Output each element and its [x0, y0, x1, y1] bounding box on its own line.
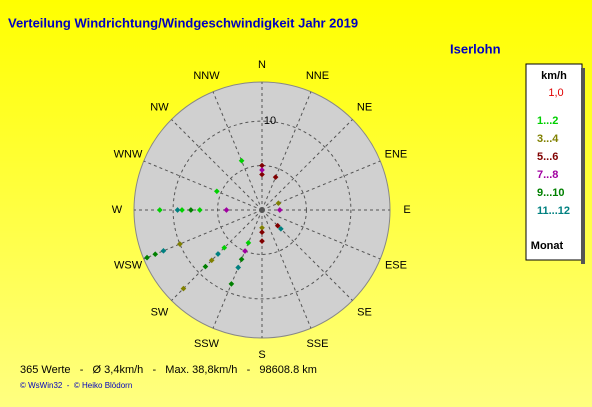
direction-label: N: [258, 59, 266, 71]
legend-shadow: [581, 68, 585, 264]
data-point: [215, 251, 221, 257]
data-point: [259, 224, 265, 231]
data-point: [274, 222, 281, 229]
data-point: [144, 254, 150, 261]
direction-label: NE: [357, 101, 372, 113]
data-point: [180, 285, 187, 292]
direction-label: ESE: [385, 259, 407, 271]
direction-label: WNW: [114, 148, 143, 160]
data-point: [179, 207, 185, 213]
legend-label: 9...10: [537, 187, 565, 199]
location: Iserlohn: [450, 41, 501, 56]
data-point: [278, 226, 284, 232]
footer: 365 Werte - Ø 3,4km/h - Max. 38,8km/h - …: [20, 364, 317, 376]
direction-label: W: [112, 204, 123, 216]
data-point: [242, 248, 248, 254]
direction-label: SE: [357, 306, 372, 318]
data-point: [152, 251, 159, 258]
data-point: [259, 229, 265, 236]
data-point: [259, 171, 265, 178]
direction-label: ENE: [385, 148, 408, 160]
credits: © WsWin32 - © Heiko Blödorn: [20, 381, 132, 390]
data-point: [196, 207, 203, 213]
data-point: [245, 240, 252, 246]
direction-label: NNW: [193, 70, 220, 82]
legend-footer: Monat: [531, 240, 564, 252]
legend-label: 5...6: [537, 151, 558, 163]
data-point: [214, 188, 220, 195]
data-point: [238, 157, 245, 164]
legend-label: 7...8: [537, 169, 558, 181]
data-point: [223, 207, 230, 213]
legend-label: 3...4: [537, 133, 559, 145]
data-point: [160, 247, 167, 254]
data-point: [156, 207, 163, 213]
direction-label: WSW: [114, 259, 143, 271]
legend-box: [525, 63, 583, 261]
direction-label: SW: [151, 306, 169, 318]
data-point: [208, 257, 215, 264]
data-point: [259, 238, 265, 244]
direction-label: E: [403, 204, 410, 216]
r-tick-label: 10: [264, 115, 276, 127]
data-point: [202, 263, 209, 270]
direction-label: SSW: [194, 338, 220, 350]
data-point: [272, 174, 279, 180]
legend-note: 1,0: [548, 87, 563, 99]
data-point: [228, 281, 235, 287]
direction-label: SSE: [306, 338, 328, 350]
data-point: [221, 244, 228, 251]
data-point: [235, 264, 242, 271]
data-point: [275, 200, 282, 207]
direction-label: NNE: [306, 70, 329, 82]
direction-label: NW: [150, 101, 169, 113]
data-point: [276, 207, 283, 213]
data-point: [259, 162, 265, 169]
legend-label: 11...12: [537, 205, 570, 217]
legend-title: km/h: [541, 70, 567, 82]
legend-label: 1...2: [537, 115, 558, 127]
data-point: [259, 167, 265, 173]
data-point: [188, 207, 194, 213]
data-point: [174, 207, 181, 213]
grid-ring: [172, 120, 352, 300]
data-point: [238, 256, 245, 263]
grid-ring: [217, 165, 307, 255]
chart-title: Verteilung Windrichtung/Windgeschwindigk…: [8, 15, 358, 30]
data-point: [177, 241, 183, 247]
direction-label: S: [258, 349, 265, 361]
